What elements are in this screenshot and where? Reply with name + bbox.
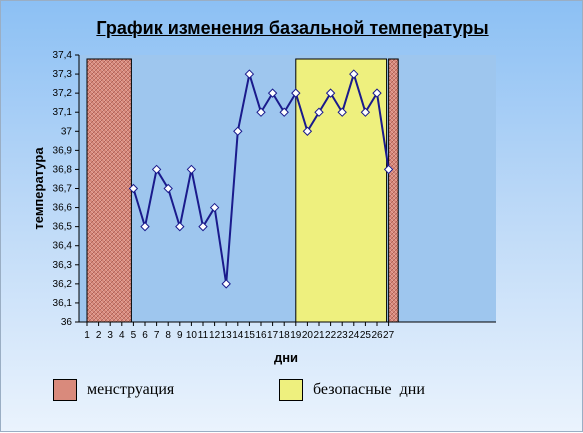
y-tick-label: 37,3 xyxy=(53,69,73,80)
x-tick-label: 9 xyxy=(177,330,183,341)
y-tick-label: 37,1 xyxy=(53,107,73,118)
y-tick-label: 37 xyxy=(61,126,73,137)
data-point xyxy=(198,221,208,232)
x-tick-label: 13 xyxy=(221,330,233,341)
x-tick-label: 10 xyxy=(186,330,198,341)
data-point xyxy=(372,88,382,98)
x-tick-label: 23 xyxy=(337,330,349,341)
data-point xyxy=(256,107,266,117)
y-tick-label: 36 xyxy=(61,317,73,328)
data-point xyxy=(151,164,162,175)
x-tick-label: 6 xyxy=(142,330,148,341)
band-menstruation-2 xyxy=(388,58,399,323)
data-point xyxy=(349,69,359,79)
legend-label-safe: безопасные дни xyxy=(313,381,425,398)
y-tick-label: 36,9 xyxy=(53,145,73,156)
data-point xyxy=(383,164,394,175)
x-tick-label: 8 xyxy=(165,330,171,341)
data-point xyxy=(128,183,139,194)
x-tick-label: 17 xyxy=(267,330,279,341)
y-tick-label: 36,2 xyxy=(53,279,73,290)
data-point xyxy=(244,69,255,79)
x-tick-label: 18 xyxy=(279,330,291,341)
data-point xyxy=(175,221,185,232)
legend-swatch-menstruation xyxy=(53,379,77,401)
plot-area xyxy=(79,55,496,322)
legend-swatch-safe xyxy=(279,379,303,401)
y-tick-label: 36,7 xyxy=(53,184,73,195)
data-point xyxy=(360,107,371,117)
data-point xyxy=(337,107,347,117)
y-tick-label: 37,2 xyxy=(53,88,73,99)
data-point xyxy=(186,164,197,175)
x-tick-label: 25 xyxy=(360,330,372,341)
x-tick-label: 27 xyxy=(383,330,395,341)
data-point xyxy=(233,126,243,136)
x-axis-title: дни xyxy=(274,350,298,365)
y-axis-title: температура xyxy=(31,147,46,230)
y-tick-label: 36,5 xyxy=(53,222,73,233)
x-tick-label: 5 xyxy=(131,330,137,341)
data-point xyxy=(325,88,336,98)
y-tick-label: 36,3 xyxy=(53,260,73,271)
data-point xyxy=(209,202,220,213)
y-tick-label: 36,6 xyxy=(53,203,73,214)
x-tick-label: 14 xyxy=(232,330,244,341)
x-tick-label: 1 xyxy=(84,330,90,341)
x-tick-label: 2 xyxy=(96,330,102,341)
x-tick-label: 20 xyxy=(302,330,314,341)
x-tick-label: 4 xyxy=(119,330,125,341)
data-point xyxy=(267,88,278,98)
y-tick-label: 36,1 xyxy=(53,298,73,309)
data-point xyxy=(221,279,231,289)
x-tick-label: 12 xyxy=(209,330,221,341)
y-tick-label: 36,8 xyxy=(53,164,73,175)
y-tick-label: 36,4 xyxy=(53,241,73,252)
data-point xyxy=(291,88,301,98)
legend-label-menstruation: менструация xyxy=(87,381,175,398)
data-point xyxy=(140,221,150,232)
x-tick-label: 3 xyxy=(107,330,113,341)
x-tick-label: 11 xyxy=(198,330,209,341)
x-tick-label: 7 xyxy=(154,330,160,341)
data-point xyxy=(302,126,313,136)
x-tick-label: 21 xyxy=(313,330,325,341)
x-tick-label: 22 xyxy=(325,330,337,341)
y-tick-label: 37,4 xyxy=(53,50,73,61)
data-point xyxy=(314,107,324,117)
x-tick-label: 24 xyxy=(348,330,360,341)
data-point xyxy=(279,107,289,117)
chart-title: График изменения базальной температуры xyxy=(96,18,489,38)
x-tick-label: 15 xyxy=(244,330,256,341)
x-tick-label: 19 xyxy=(290,330,302,341)
band-menstruation-0 xyxy=(86,58,132,323)
data-point xyxy=(163,183,173,194)
x-tick-label: 16 xyxy=(255,330,267,341)
x-tick-label: 26 xyxy=(371,330,383,341)
